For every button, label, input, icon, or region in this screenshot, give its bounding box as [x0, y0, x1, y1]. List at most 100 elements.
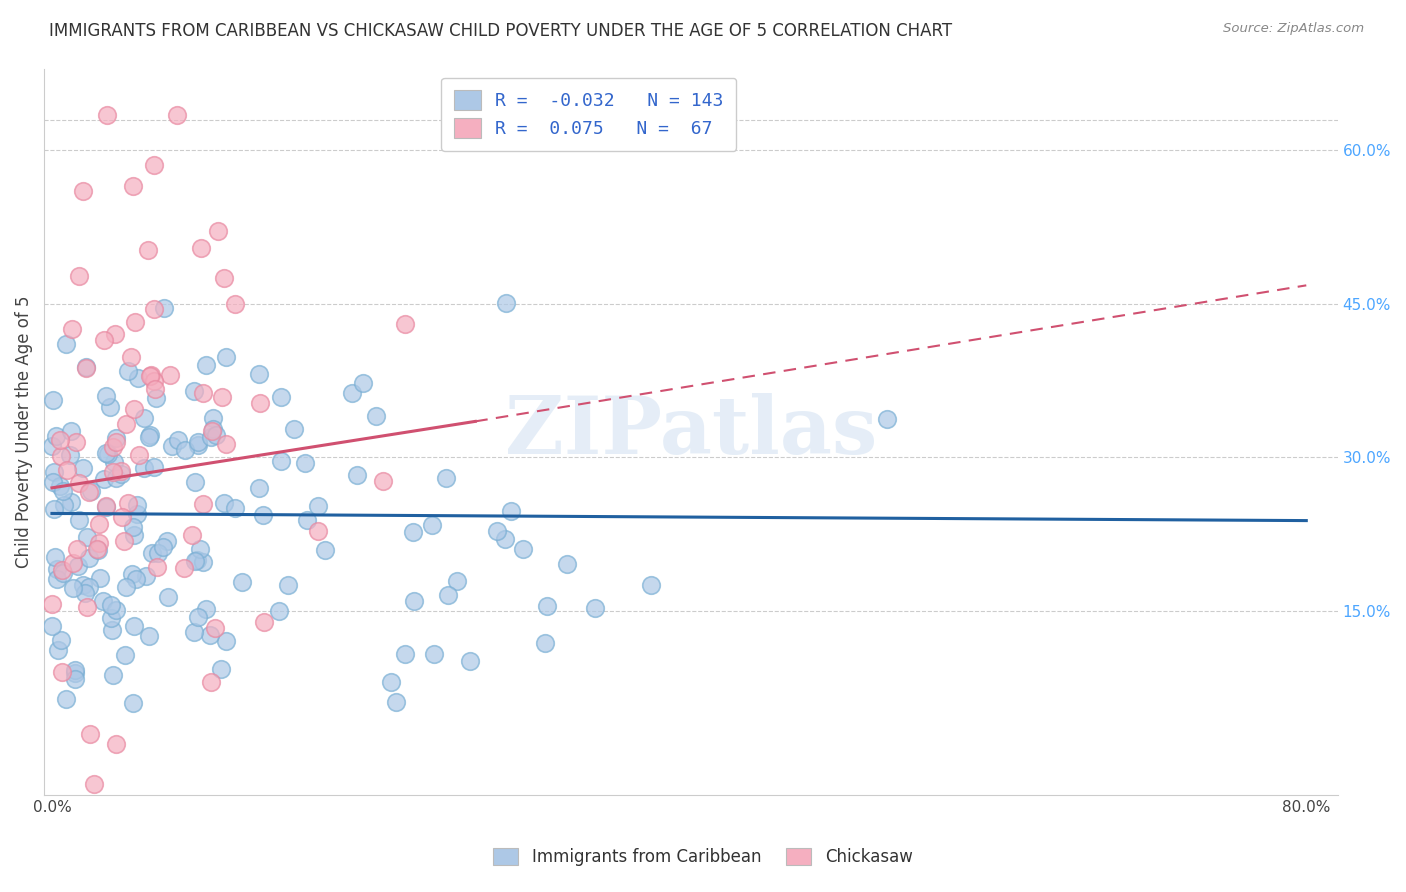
Point	[77, 581, 100, 595]
Point	[209, 662, 232, 676]
Point	[56, 463, 79, 477]
Point	[121, 696, 143, 710]
Point	[135, 569, 157, 583]
Point	[394, 317, 416, 331]
Point	[252, 508, 274, 522]
Point	[77, 485, 100, 500]
Point	[72, 461, 94, 475]
Point	[104, 603, 127, 617]
Point	[536, 599, 558, 614]
Point	[42, 502, 65, 516]
Point	[63, 665, 86, 680]
Point	[402, 525, 425, 540]
Point	[200, 627, 222, 641]
Point	[501, 504, 523, 518]
Point	[139, 428, 162, 442]
Point	[204, 427, 226, 442]
Point	[101, 668, 124, 682]
Point	[183, 625, 205, 640]
Point	[366, 409, 388, 424]
Point	[134, 411, 156, 425]
Point	[173, 561, 195, 575]
Text: ZIPatlas: ZIPatlas	[505, 392, 877, 471]
Point	[555, 557, 578, 571]
Point	[183, 553, 205, 567]
Point	[512, 542, 534, 557]
Point	[181, 528, 204, 542]
Point	[87, 543, 110, 558]
Point	[143, 158, 166, 172]
Point	[187, 434, 209, 449]
Point	[76, 360, 98, 375]
Point	[404, 594, 426, 608]
Point	[124, 315, 146, 329]
Point	[83, 777, 105, 791]
Point	[200, 429, 222, 443]
Point	[121, 567, 143, 582]
Point	[193, 555, 215, 569]
Point	[127, 370, 149, 384]
Legend: Immigrants from Caribbean, Chickasaw: Immigrants from Caribbean, Chickasaw	[485, 840, 921, 875]
Point	[93, 333, 115, 347]
Point	[373, 474, 395, 488]
Point	[52, 498, 75, 512]
Point	[153, 301, 176, 316]
Point	[112, 533, 135, 548]
Legend: R =  -0.032   N = 143, R =  0.075   N =  67: R = -0.032 N = 143, R = 0.075 N = 67	[441, 78, 737, 151]
Point	[167, 433, 190, 447]
Point	[104, 434, 127, 449]
Point	[486, 524, 509, 538]
Point	[247, 481, 270, 495]
Point	[446, 574, 468, 589]
Point	[876, 412, 898, 426]
Point	[48, 479, 70, 493]
Point	[96, 107, 118, 121]
Point	[121, 520, 143, 534]
Point	[60, 495, 83, 509]
Point	[67, 513, 90, 527]
Point	[139, 368, 162, 383]
Point	[45, 572, 67, 586]
Point	[143, 382, 166, 396]
Point	[148, 546, 170, 560]
Point	[63, 663, 86, 677]
Point	[101, 623, 124, 637]
Point	[152, 541, 174, 555]
Point	[59, 448, 82, 462]
Text: IMMIGRANTS FROM CARIBBEAN VS CHICKASAW CHILD POVERTY UNDER THE AGE OF 5 CORRELAT: IMMIGRANTS FROM CARIBBEAN VS CHICKASAW C…	[49, 22, 952, 40]
Point	[94, 446, 117, 460]
Point	[59, 424, 82, 438]
Point	[270, 454, 292, 468]
Point	[41, 597, 63, 611]
Point	[183, 384, 205, 398]
Point	[207, 225, 229, 239]
Point	[138, 629, 160, 643]
Point	[136, 243, 159, 257]
Point	[141, 546, 163, 560]
Point	[97, 447, 120, 461]
Point	[52, 566, 75, 581]
Y-axis label: Child Poverty Under the Age of 5: Child Poverty Under the Age of 5	[15, 295, 32, 568]
Point	[122, 179, 145, 194]
Point	[191, 497, 214, 511]
Point	[436, 588, 458, 602]
Point	[63, 673, 86, 687]
Point	[211, 390, 233, 404]
Point	[65, 434, 87, 449]
Point	[224, 296, 246, 310]
Point	[114, 648, 136, 662]
Point	[104, 737, 127, 751]
Point	[72, 184, 94, 198]
Point	[45, 429, 67, 443]
Point	[215, 350, 238, 364]
Point	[62, 556, 84, 570]
Point	[166, 107, 188, 121]
Point	[67, 475, 90, 490]
Point	[122, 527, 145, 541]
Point	[127, 508, 149, 522]
Point	[202, 422, 225, 436]
Point	[110, 467, 132, 482]
Point	[67, 268, 90, 283]
Point	[460, 654, 482, 668]
Point	[120, 351, 142, 365]
